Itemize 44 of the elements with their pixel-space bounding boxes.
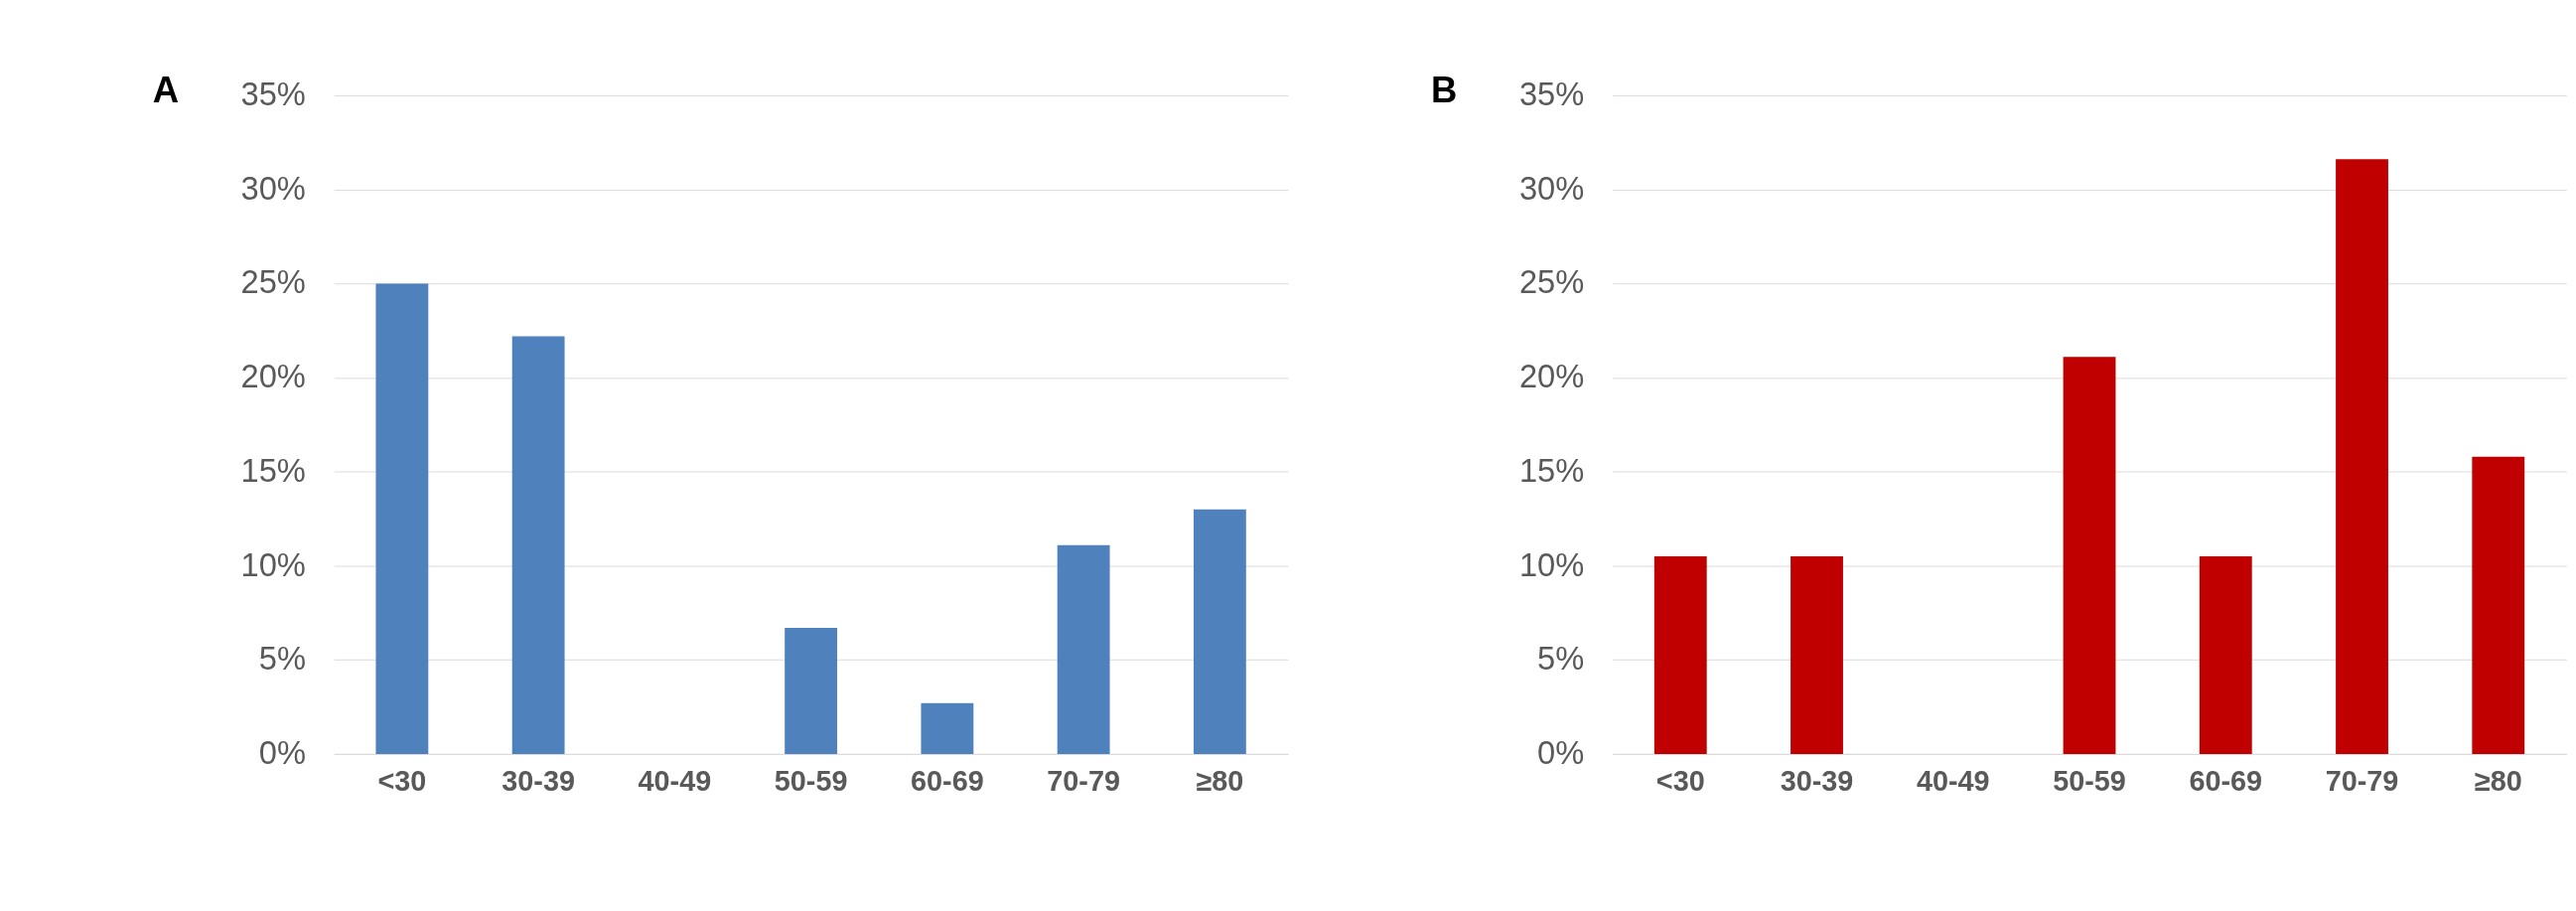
x-tick-label: 30-39 [501,764,575,797]
x-tick-label: 40-49 [638,764,712,797]
bar [2063,357,2116,754]
x-tick-label: 60-69 [2189,764,2263,797]
bar [511,336,565,754]
y-tick-label: 0% [1537,733,1585,771]
bar [1193,509,1246,754]
bar [1057,544,1110,754]
y-tick-label: 35% [240,76,306,113]
bar [1653,556,1707,754]
y-tick-label: 0% [258,733,306,771]
bar [2199,556,2252,754]
bar [1790,556,1843,754]
x-tick-label: 40-49 [1916,764,1990,797]
y-tick-label: 20% [240,358,306,395]
x-tick-label: 70-79 [2325,764,2399,797]
chart-title: A [152,69,180,110]
y-tick-label: 30% [240,169,306,207]
y-tick-label: 15% [1518,451,1585,489]
y-tick-label: 25% [240,263,306,301]
x-tick-label: 60-69 [911,764,984,797]
y-tick-label: 25% [1518,263,1585,301]
x-tick-label: ≥80 [1196,764,1244,797]
y-tick-label: 35% [1518,76,1585,113]
chart-title: B [1431,69,1458,110]
x-tick-label: <30 [1655,764,1705,797]
x-tick-label: 70-79 [1047,764,1120,797]
bar [2336,159,2388,754]
bar [785,627,838,754]
x-tick-label: 50-59 [2053,764,2126,797]
x-tick-label: ≥80 [2474,764,2522,797]
bar [375,283,429,754]
bar [921,702,974,754]
x-tick-label: 50-59 [774,764,848,797]
y-tick-label: 10% [240,545,306,583]
y-tick-label: 5% [258,640,306,678]
x-tick-label: 30-39 [1780,764,1854,797]
y-tick-label: 30% [1518,169,1585,207]
x-tick-label: <30 [377,764,427,797]
y-tick-label: 20% [1518,358,1585,395]
y-tick-label: 15% [240,451,306,489]
y-tick-label: 10% [1518,545,1585,583]
y-tick-label: 5% [1537,640,1585,678]
bar [2472,456,2525,754]
